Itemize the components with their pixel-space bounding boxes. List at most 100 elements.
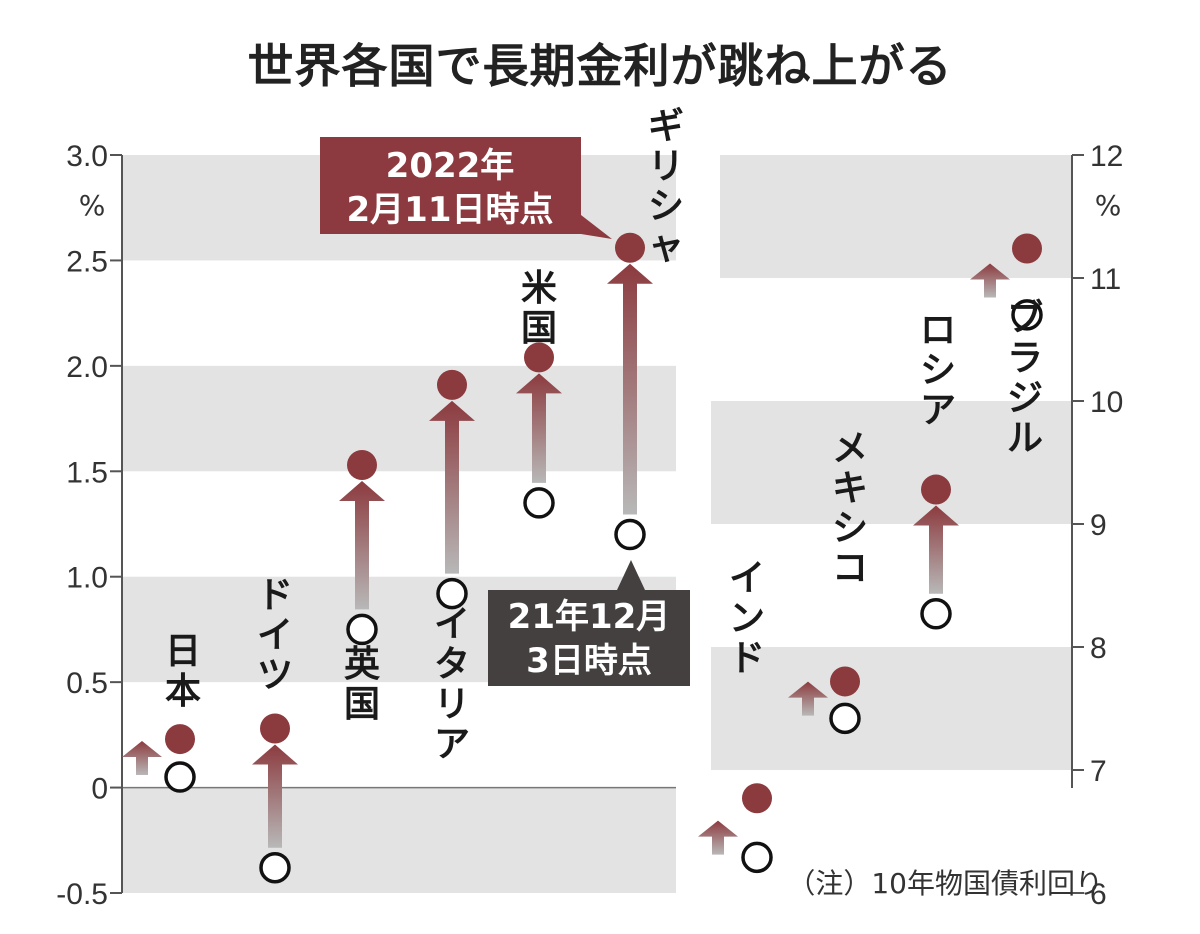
right-arrow-1 (788, 681, 828, 716)
right-dot-before-2 (920, 598, 952, 630)
right-country-char: ド (729, 638, 765, 679)
left-tick-label: 2.5 (66, 245, 108, 278)
left-tick-label: 0 (91, 773, 108, 806)
right-dot-after-2 (921, 474, 951, 505)
right-tick-label: 11 (1090, 263, 1121, 296)
left-tick-label: 3.0 (66, 140, 108, 173)
left-country-char: ド (257, 575, 293, 616)
right-tick-label: 8 (1090, 632, 1107, 665)
callout-after-line1: 2022年 (386, 146, 515, 186)
marks (122, 232, 1043, 884)
left-country-char: 英 (344, 644, 381, 685)
left-unit: % (79, 189, 106, 222)
left-country-char: ギ (648, 106, 684, 147)
callout-before-line1: 21年12月 (508, 597, 671, 637)
left-country-char: ツ (257, 655, 293, 696)
callout-before: 21年12月 3日時点 (488, 560, 690, 686)
left-dot-after-0 (165, 724, 195, 755)
left-arrow-1 (252, 744, 298, 848)
left-country-label-2: 英国 (344, 644, 381, 725)
right-dot-after-1 (830, 666, 860, 697)
left-country-char: 日 (165, 631, 201, 672)
left-dot-before-4 (523, 487, 555, 519)
left-dot-before-0 (164, 761, 196, 793)
footnote: （注）10年物国債利回り (787, 867, 1103, 900)
left-dot-after-5 (615, 232, 645, 263)
left-dot-after-4 (524, 342, 554, 373)
right-country-char: イ (729, 558, 765, 599)
right-country-char: シ (920, 350, 956, 391)
right-tick-label: 6 (1090, 878, 1107, 911)
right-tick-label: 7 (1090, 755, 1107, 788)
left-tick-label: -0.5 (56, 878, 108, 911)
left-tick-label: 1.0 (66, 562, 108, 595)
left-tick-label: 2.0 (66, 351, 108, 384)
left-dot-before-2 (346, 613, 378, 646)
right-country-char: ン (729, 598, 765, 639)
right-tick-label: 10 (1090, 386, 1123, 419)
callout-after-line2: 2月11日時点 (347, 190, 554, 230)
band-left-3 (122, 787, 676, 893)
left-country-label-0: 日本 (165, 631, 201, 712)
band-right-2 (711, 647, 1072, 770)
left-dot-after-3 (437, 369, 467, 400)
left-country-char: 国 (344, 684, 380, 725)
left-tick-label: 1.5 (66, 456, 108, 489)
right-unit: % (1095, 189, 1122, 222)
left-dot-after-1 (260, 713, 290, 744)
left-dot-after-2 (347, 449, 377, 480)
left-country-char: シ (648, 186, 684, 227)
right-country-char: シ (832, 508, 868, 549)
right-country-char: ラ (1007, 338, 1043, 379)
right-country-label-0: インド (729, 558, 765, 679)
right-dot-before-3 (1011, 299, 1043, 331)
left-country-char: リ (434, 684, 470, 725)
left-country-char: イ (434, 604, 470, 645)
right-dot-before-0 (741, 841, 773, 874)
right-country-char: ブ (1007, 297, 1043, 339)
right-country-char: ア (920, 390, 956, 431)
right-dot-after-0 (742, 783, 772, 814)
right-dot-after-3 (1012, 233, 1042, 264)
callout-after: 2022年 2月11日時点 (320, 137, 612, 239)
left-country-char: タ (434, 644, 470, 685)
band-right-1 (711, 401, 1072, 524)
right-dot-before-1 (829, 702, 861, 735)
left-country-char: 米 (521, 268, 557, 309)
right-country-char: ル (1007, 418, 1043, 459)
right-country-char: メ (832, 428, 868, 469)
left-country-char: ャ (648, 226, 684, 267)
band-right-0 (720, 155, 1072, 278)
chart-title: 世界各国で長期金利が跳ね上がる (247, 39, 953, 93)
left-arrow-0 (122, 741, 162, 776)
right-country-char: コ (832, 548, 868, 589)
left-country-char: ア (434, 724, 470, 765)
left-tick-label: 0.5 (66, 667, 108, 700)
left-country-char: リ (648, 146, 684, 187)
right-country-label-2: ロシア (920, 310, 956, 431)
callout-before-line2: 3日時点 (526, 641, 652, 681)
left-arrow-5 (607, 263, 653, 515)
right-arrow-2 (913, 505, 959, 594)
right-country-char: ジ (1007, 378, 1043, 419)
left-dot-before-1 (259, 851, 291, 884)
band-left-1 (122, 365, 676, 472)
right-tick-label: 12 (1090, 140, 1123, 173)
left-arrow-3 (429, 400, 475, 574)
left-dot-before-5 (614, 518, 646, 551)
right-arrow-3 (970, 263, 1010, 298)
right-country-char: キ (832, 468, 868, 509)
right-tick-label: 9 (1090, 509, 1107, 542)
left-country-label-1: ドイツ (257, 575, 293, 696)
left-country-label-4: 米国 (521, 268, 557, 349)
left-arrow-4 (516, 373, 562, 483)
right-arrow-0 (698, 820, 738, 855)
left-country-char: イ (257, 615, 293, 656)
right-country-char: ロ (920, 310, 956, 351)
axes: 3.0 2.5 2.0 1.5 1.0 0.5 0 -0.5% 12 11 10 9 8 7 6% (56, 140, 1123, 911)
